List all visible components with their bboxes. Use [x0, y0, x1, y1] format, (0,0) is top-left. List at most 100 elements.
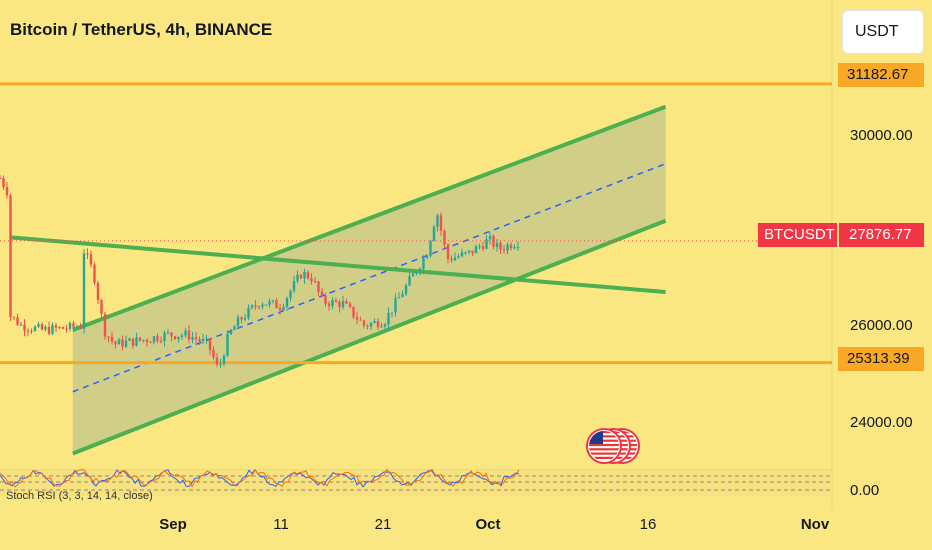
chart-title: Bitcoin / TetherUS, 4h, BINANCE	[10, 20, 273, 39]
candle-body	[334, 300, 338, 302]
flag-stripe	[589, 439, 619, 442]
descending-trendline	[10, 235, 666, 294]
channel-fill	[72, 106, 666, 454]
candle-body	[163, 332, 166, 342]
candle-body	[30, 330, 33, 332]
candle-body	[145, 339, 149, 342]
candle-body	[5, 187, 9, 196]
candle-body	[324, 295, 327, 304]
candle-body	[408, 276, 411, 286]
candle-body	[254, 305, 257, 307]
candle-body	[268, 301, 271, 305]
candle-body	[436, 215, 439, 227]
candle-body	[450, 258, 453, 261]
candle-body	[233, 326, 236, 330]
candle-body	[142, 339, 145, 341]
candle-body	[352, 306, 355, 318]
candle-body	[79, 327, 82, 329]
candle-body	[285, 297, 289, 307]
candle-body	[394, 298, 397, 313]
candle-body	[82, 253, 86, 329]
stoch-d-line	[0, 468, 520, 488]
candle-body	[432, 226, 436, 241]
candle-body	[124, 340, 128, 347]
candle-body	[292, 281, 296, 291]
candle-body	[12, 316, 16, 318]
candle-body	[439, 215, 443, 231]
candle-body	[422, 258, 425, 269]
candle-body	[170, 332, 173, 337]
flag-stripe	[589, 443, 619, 447]
us-flag-icon[interactable]	[586, 428, 622, 464]
candle-body	[128, 338, 131, 341]
candle-body	[257, 306, 261, 308]
candle-body	[425, 255, 429, 259]
candle-body	[149, 341, 152, 343]
candle-body	[275, 300, 278, 309]
candle-body	[23, 324, 26, 331]
candle-body	[250, 305, 254, 308]
candle-body	[415, 272, 418, 274]
candle-body	[299, 274, 303, 279]
flag-stripe	[589, 452, 619, 455]
candle-body	[369, 322, 373, 327]
time-label-nov: Nov	[800, 516, 830, 533]
candle-body	[471, 250, 474, 254]
candle-body	[387, 312, 390, 325]
candle-body	[229, 329, 233, 335]
indicator-scale-label: 0.00	[850, 482, 880, 499]
level-price-tag-lower: 25313.39	[838, 347, 924, 371]
candle-body	[310, 278, 313, 282]
candle-body	[191, 337, 194, 340]
candle-body	[194, 337, 198, 340]
candle-body	[19, 324, 23, 326]
candle-body	[61, 327, 65, 329]
candle-body	[198, 339, 201, 342]
candle-body	[177, 336, 180, 340]
channel-midline	[72, 163, 666, 393]
currency-button[interactable]: USDT	[842, 10, 924, 54]
indicator-label: Stoch RSI (3, 3, 14, 14, close)	[6, 490, 153, 502]
candle-body	[338, 301, 341, 308]
candle-body	[327, 303, 331, 307]
symbol-tag: BTCUSDT	[758, 223, 838, 247]
candle-body	[135, 337, 138, 346]
candle-body	[47, 326, 51, 334]
candle-body	[9, 195, 12, 317]
candle-body	[131, 338, 135, 346]
flag-stripe	[589, 456, 619, 459]
candle-body	[464, 252, 467, 254]
candle-body	[418, 268, 422, 273]
candle-body	[96, 282, 100, 301]
time-label-21: 21	[374, 516, 392, 533]
candle-body	[380, 326, 383, 328]
candle-body	[166, 332, 170, 334]
flag-stripe	[589, 435, 619, 438]
candle-body	[366, 325, 369, 327]
candle-body	[506, 244, 509, 251]
candle-body	[33, 326, 37, 331]
candle-body	[513, 247, 516, 249]
candle-body	[481, 246, 485, 249]
candle-body	[499, 242, 502, 250]
flag-stripe	[589, 431, 619, 434]
candle-body	[121, 339, 124, 347]
candle-body	[289, 290, 292, 298]
candle-body	[243, 317, 247, 320]
candle-body	[303, 271, 306, 279]
candle-body	[16, 317, 19, 326]
price-label-24000: 24000.00	[850, 414, 913, 431]
candle-body	[65, 328, 68, 330]
time-label-16: 16	[639, 516, 657, 533]
candle-body	[40, 324, 44, 330]
candle-body	[215, 357, 219, 365]
candle-body	[54, 325, 58, 328]
channel-upper-line	[72, 104, 667, 332]
candle-body	[117, 339, 121, 345]
candle-body	[348, 303, 352, 307]
candle-body	[306, 271, 310, 279]
channel-lower-line	[72, 218, 667, 456]
candle-body	[474, 246, 478, 254]
level-price-tag-upper: 31182.67	[838, 63, 924, 87]
